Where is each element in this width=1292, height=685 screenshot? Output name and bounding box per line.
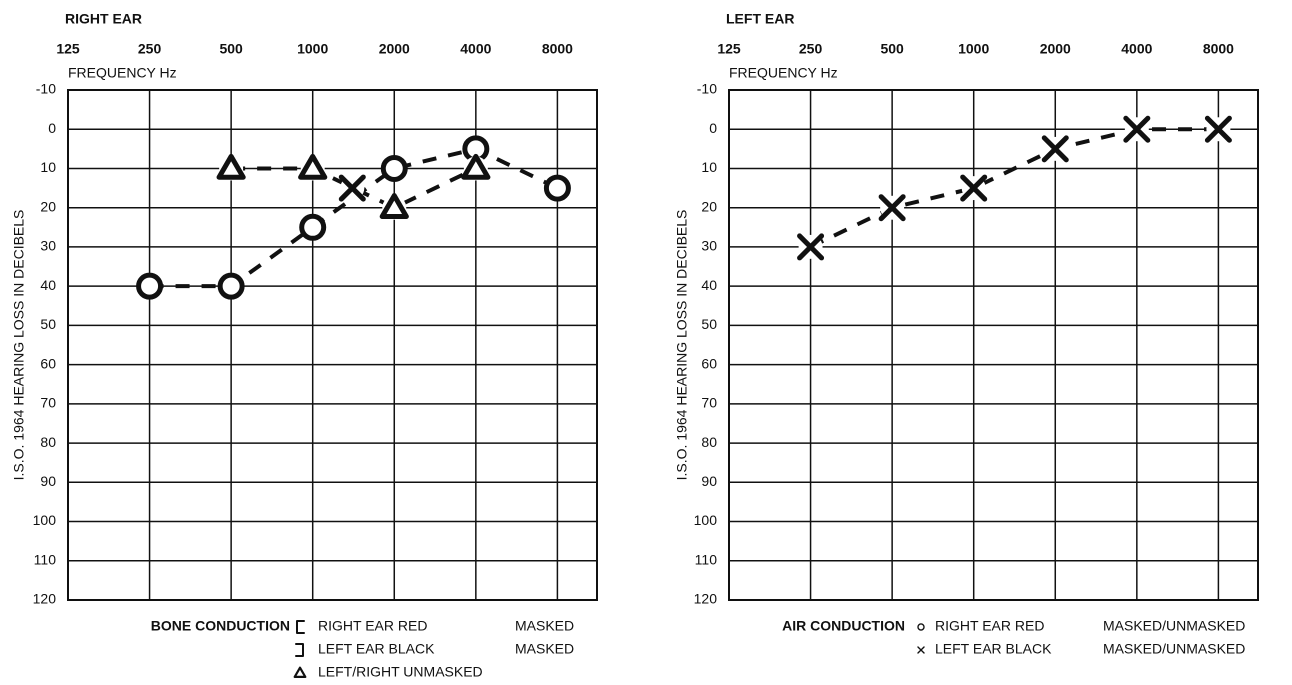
x-tick-label: 125 [56, 41, 80, 57]
y-tick-label: 10 [40, 159, 56, 175]
cross-marker [878, 194, 906, 222]
marker-backdrop [300, 215, 325, 240]
y-tick-label: 110 [34, 551, 57, 567]
marker-backdrop [382, 156, 407, 181]
y-tick-label: 120 [33, 591, 57, 607]
legend-text: RIGHT EAR RED [318, 618, 427, 634]
circle-marker [217, 272, 245, 300]
y-tick-label: 10 [701, 159, 717, 175]
cross-marker [917, 646, 925, 654]
marker-backdrop [545, 176, 570, 201]
marker-backdrop [463, 136, 488, 161]
x-tick-label: 2000 [1040, 41, 1071, 57]
y-tick-label: 50 [701, 316, 717, 332]
x-tick-label: 250 [799, 41, 823, 57]
y-tick-label: 60 [40, 355, 56, 371]
cross-marker [1123, 115, 1151, 143]
y-tick-label: 0 [48, 120, 56, 136]
series-line [149, 146, 559, 289]
series-line [231, 166, 477, 210]
triangle-marker [293, 666, 307, 678]
x-tick-label: 8000 [1203, 41, 1234, 57]
x-axis-label: FREQUENCY Hz [729, 65, 838, 81]
triangle-marker [379, 193, 409, 219]
y-tick-label: 70 [701, 395, 717, 411]
y-tick-label: 20 [40, 198, 56, 214]
x-tick-label: 500 [880, 41, 904, 57]
y-tick-label: 120 [694, 591, 718, 607]
y-tick-label: 30 [40, 238, 56, 254]
cross-marker [1204, 115, 1232, 143]
y-tick-label: 50 [40, 316, 56, 332]
bracket-marker [296, 620, 305, 634]
x-tick-label: 8000 [542, 41, 573, 57]
x-tick-label: 250 [138, 41, 162, 57]
x-tick-label: 1000 [958, 41, 989, 57]
cross-marker [1041, 135, 1069, 163]
triangle-marker [461, 153, 491, 180]
x-tick-label: 2000 [379, 41, 410, 57]
y-tick-label: -10 [36, 81, 56, 97]
legend-note: MASKED/UNMASKED [1103, 641, 1245, 657]
y-tick-label: 70 [40, 395, 56, 411]
series-line [809, 127, 1219, 249]
bracket-marker [295, 643, 304, 657]
y-tick-label: 100 [694, 512, 718, 528]
y-tick-label: 110 [695, 551, 718, 567]
marker-backdrop [219, 274, 244, 299]
legend-text: LEFT/RIGHT UNMASKED [318, 664, 483, 680]
legend-note: MASKED [515, 618, 574, 634]
circle-marker [136, 272, 164, 300]
x-tick-label: 4000 [1121, 41, 1152, 57]
cross-marker [797, 233, 825, 261]
cross-marker [960, 174, 988, 202]
legend-text: LEFT EAR BLACK [935, 641, 1052, 657]
triangle-marker [298, 153, 328, 180]
y-axis-label: I.S.O. 1964 HEARING LOSS IN DECIBELS [11, 210, 27, 481]
y-tick-label: 40 [40, 277, 56, 293]
y-tick-label: 60 [701, 355, 717, 371]
chart-title: LEFT EAR [726, 11, 794, 27]
cross-marker [338, 174, 366, 202]
circle-marker [380, 154, 408, 182]
y-tick-label: 80 [40, 434, 56, 450]
marker-backdrop [137, 274, 162, 299]
y-tick-label: 20 [701, 198, 717, 214]
circle-marker [917, 623, 925, 631]
legend-note: MASKED [515, 641, 574, 657]
chart-title: RIGHT EAR [65, 11, 142, 27]
circle-marker [299, 213, 327, 241]
y-axis-label: I.S.O. 1964 HEARING LOSS IN DECIBELS [674, 210, 690, 481]
legend-text: RIGHT EAR RED [935, 618, 1044, 634]
plot-frame [728, 89, 1259, 601]
legend-note: MASKED/UNMASKED [1103, 618, 1245, 634]
legend-title: BONE CONDUCTION [151, 618, 290, 634]
legend-title: AIR CONDUCTION [782, 618, 905, 634]
circle-marker [543, 174, 571, 202]
y-tick-label: 80 [701, 434, 717, 450]
legend-text: LEFT EAR BLACK [318, 641, 435, 657]
y-tick-label: 90 [701, 473, 717, 489]
x-tick-label: 125 [717, 41, 741, 57]
triangle-marker [216, 153, 246, 180]
plot-frame [67, 89, 598, 601]
x-axis-label: FREQUENCY Hz [68, 65, 177, 81]
x-tick-label: 4000 [460, 41, 491, 57]
y-tick-label: 90 [40, 473, 56, 489]
y-tick-label: 30 [701, 238, 717, 254]
x-tick-label: 500 [219, 41, 243, 57]
y-tick-label: 0 [709, 120, 717, 136]
x-tick-label: 1000 [297, 41, 328, 57]
y-tick-label: -10 [697, 81, 717, 97]
y-tick-label: 40 [701, 277, 717, 293]
y-tick-label: 100 [33, 512, 57, 528]
